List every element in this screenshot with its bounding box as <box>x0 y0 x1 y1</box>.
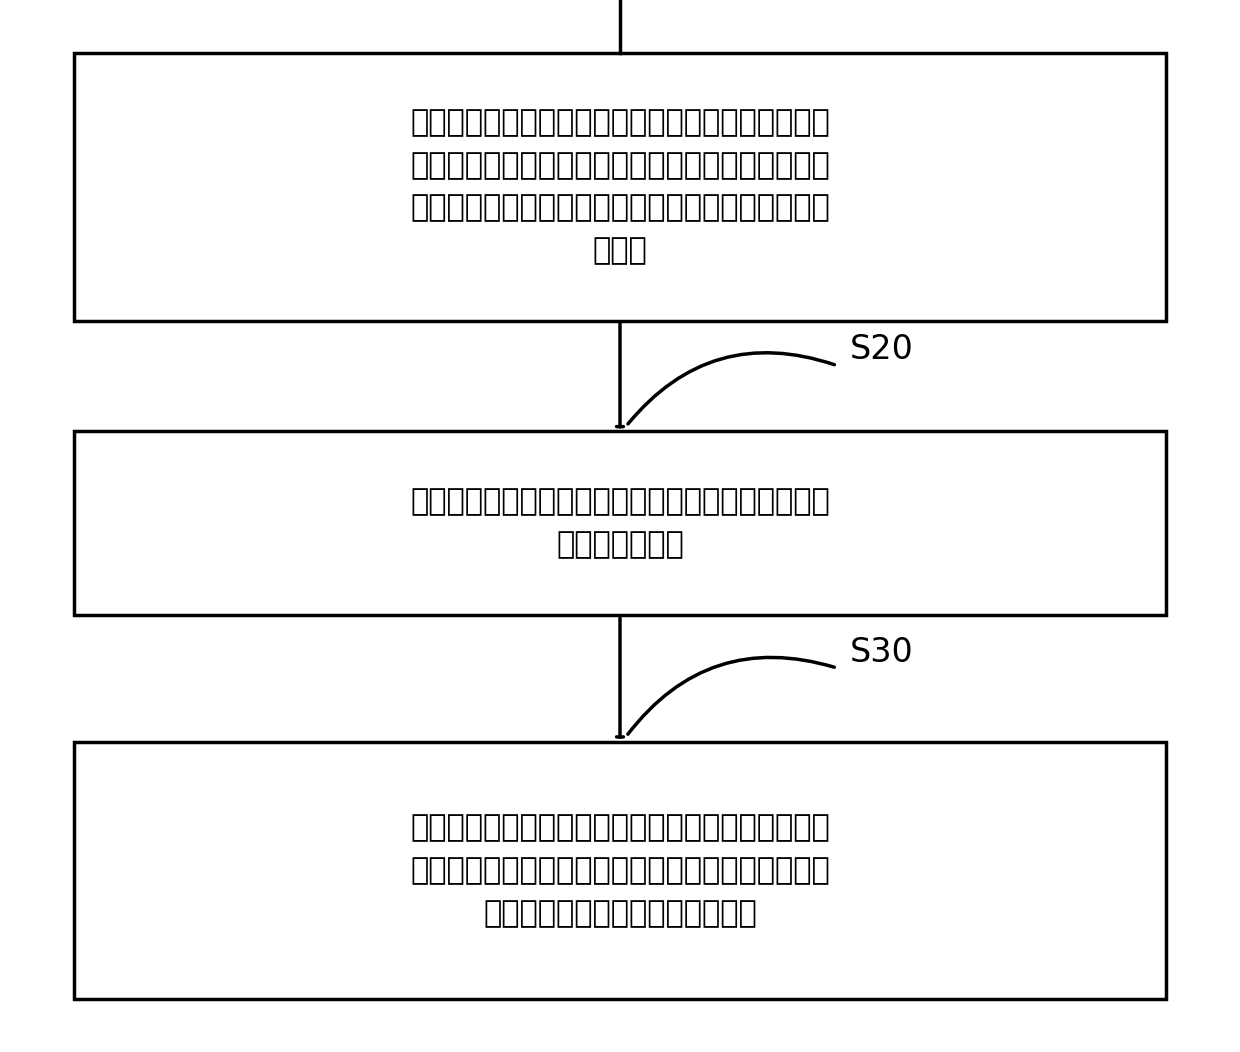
Text: 提供正常态电压模型，所述正常态电压模型中包括多
个正常电压矩阵，并根据所述节点电压矩阵与所述正
常态电压模型的对比，定位故障点: 提供正常态电压模型，所述正常态电压模型中包括多 个正常电压矩阵，并根据所述节点电… <box>410 813 830 928</box>
Text: 获取所述二次回路模型中每一个所述节点的电压，组
成节点电压矩阵: 获取所述二次回路模型中每一个所述节点的电压，组 成节点电压矩阵 <box>410 487 830 560</box>
Text: S20: S20 <box>849 333 914 366</box>
Bar <box>74 53 1166 321</box>
Bar <box>74 431 1166 615</box>
Text: S30: S30 <box>849 635 913 669</box>
Text: 构建二次回路模型，所述二次回路模型包括正极电源
节点、负极电源节点、位于所述正极电源节点和所述
负极电源节点之间的多种元件以及多种所述元件两端
的节点: 构建二次回路模型，所述二次回路模型包括正极电源 节点、负极电源节点、位于所述正极… <box>410 108 830 265</box>
Bar <box>74 742 1166 999</box>
